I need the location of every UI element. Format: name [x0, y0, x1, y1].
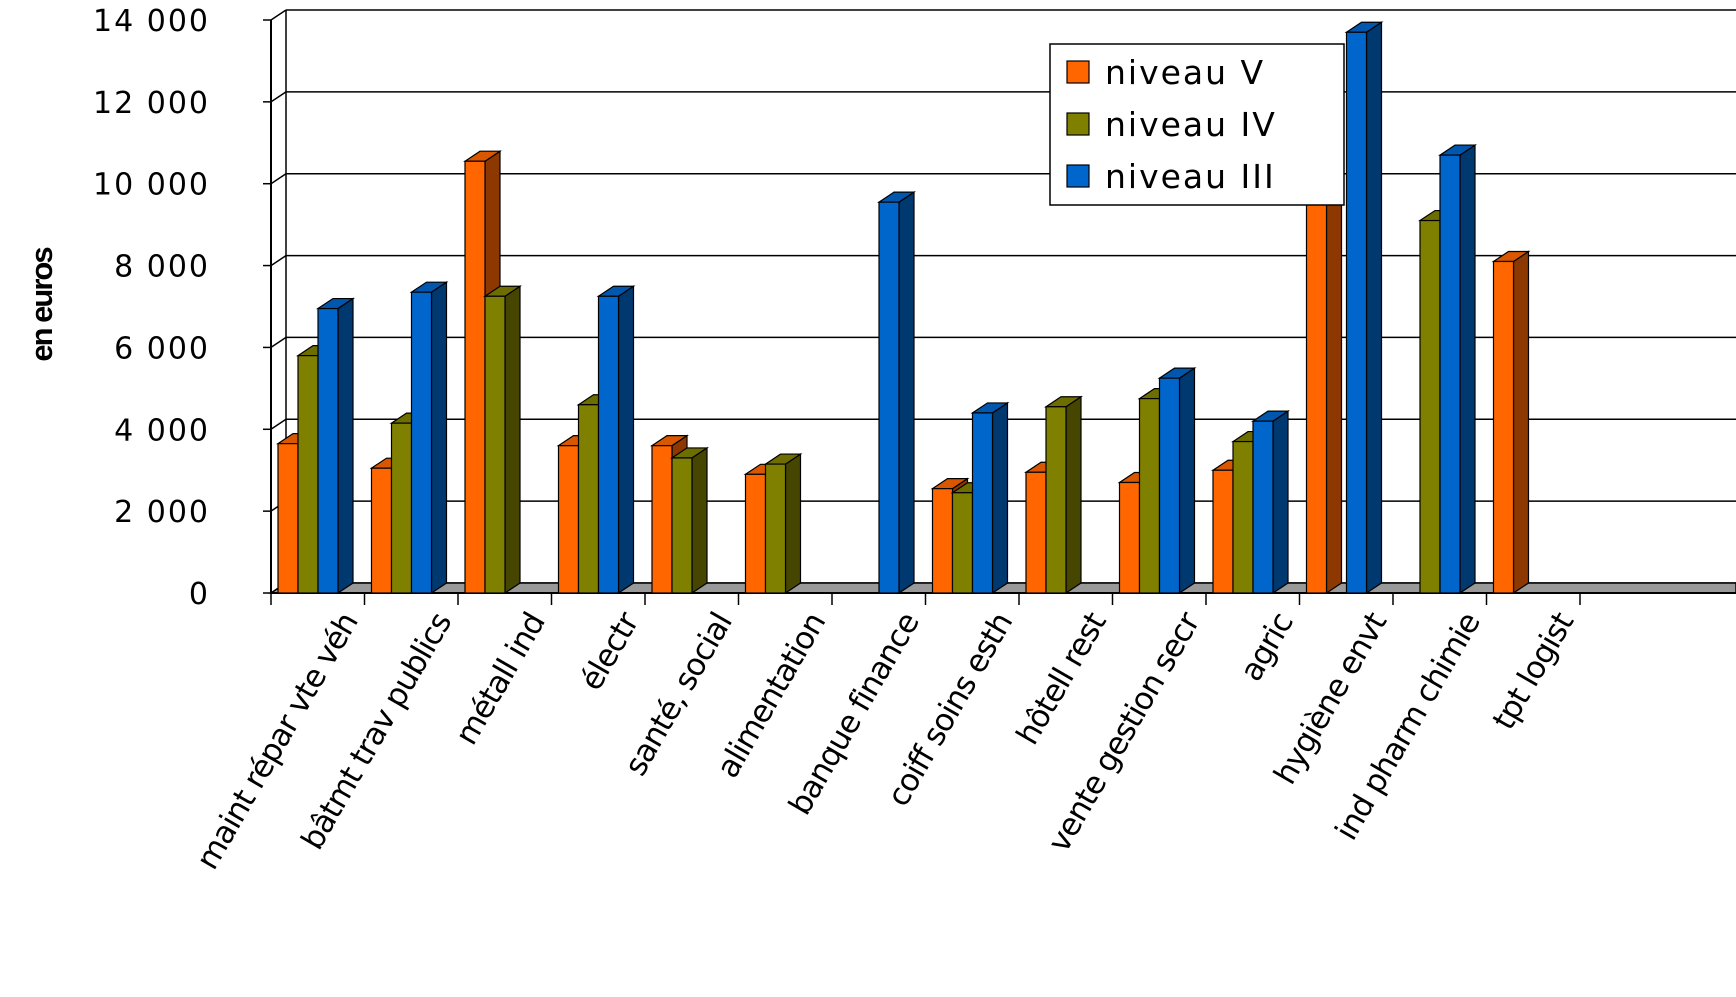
x-tick-label: tpt logist — [1486, 606, 1582, 736]
bar — [1438, 143, 1477, 595]
bar — [316, 297, 355, 595]
bar — [596, 285, 636, 595]
grid — [270, 9, 1736, 594]
gridline-side — [270, 336, 287, 349]
y-axis-label: en euros — [24, 248, 59, 362]
bar — [1157, 367, 1197, 595]
legend: niveau V niveau IV niveau III — [1049, 43, 1345, 206]
gridline-side — [270, 173, 287, 185]
bar — [409, 281, 449, 595]
y-tick-labels: 0 2 000 4 000 6 000 8 000 10 000 12 000 14 000 — [93, 4, 210, 612]
y-tick-label: 10 000 — [93, 168, 210, 203]
legend-swatch — [1066, 112, 1090, 136]
x-tick-label: maint répar vte véh — [190, 607, 366, 876]
bar — [970, 401, 1010, 595]
axes — [263, 19, 1736, 605]
gridline-side — [270, 91, 287, 103]
gridline-side — [270, 418, 287, 430]
bar — [763, 452, 803, 595]
bar — [877, 191, 916, 595]
bar — [1304, 154, 1344, 595]
y-tick-label: 0 — [189, 577, 210, 612]
y-tick-label: 8 000 — [114, 250, 210, 285]
x-tick-label: électr — [573, 606, 646, 697]
bar — [1044, 395, 1083, 595]
x-tick-label: agric — [1233, 607, 1300, 687]
y-tick-label: 6 000 — [114, 331, 210, 366]
gridline-side — [270, 254, 287, 267]
legend-swatch — [1066, 60, 1090, 84]
legend-label: niveau V — [1105, 53, 1265, 92]
bar — [483, 285, 522, 595]
x-tick-label: hôtell rest — [1010, 606, 1114, 751]
legend-label: niveau IV — [1105, 105, 1277, 144]
legend-box — [1049, 43, 1345, 206]
y-tick-label: 14 000 — [93, 4, 210, 39]
bar — [1251, 409, 1290, 595]
y-tick-label: 12 000 — [93, 86, 210, 121]
legend-label: niveau III — [1105, 157, 1276, 196]
gridline-side — [270, 9, 287, 21]
x-tick-label: métall ind — [449, 607, 553, 751]
bar — [1344, 21, 1384, 595]
legend-swatch — [1066, 164, 1090, 188]
y-tick-label: 2 000 — [114, 495, 210, 530]
bar — [670, 446, 709, 595]
bar — [1491, 250, 1531, 595]
y-tick-label: 4 000 — [114, 413, 210, 448]
